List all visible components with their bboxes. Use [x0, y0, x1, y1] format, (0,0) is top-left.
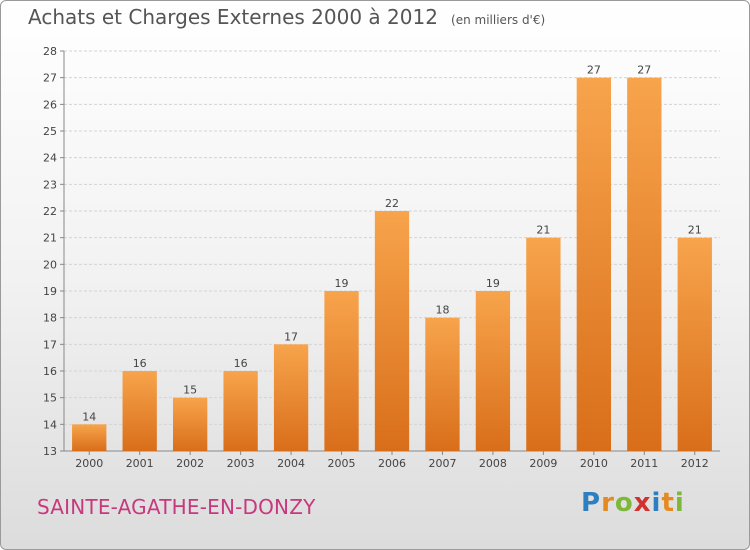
data-label: 15 — [183, 384, 197, 397]
x-tick-label: 2006 — [378, 457, 406, 470]
y-tick-label: 22 — [43, 205, 57, 218]
chart-subtitle: (en milliers d'€) — [451, 13, 546, 27]
x-tick-label: 2008 — [479, 457, 507, 470]
x-tick-label: 2001 — [126, 457, 154, 470]
bar — [526, 237, 561, 451]
commune-name: SAINTE-AGATHE-EN-DONZY — [37, 495, 316, 519]
data-label: 27 — [637, 64, 651, 77]
x-tick-label: 2010 — [580, 457, 608, 470]
bar — [223, 371, 258, 451]
y-tick-label: 13 — [43, 445, 57, 458]
logo-letter: t — [661, 488, 675, 518]
data-label: 16 — [234, 357, 248, 370]
bar — [475, 291, 511, 451]
bar — [374, 211, 410, 451]
x-tick-label: 2009 — [529, 457, 557, 470]
y-tick-label: 23 — [43, 178, 57, 191]
logo-letter: x — [633, 488, 652, 518]
data-label: 21 — [536, 224, 550, 237]
x-tick-label: 2002 — [176, 457, 204, 470]
y-tick-label: 17 — [43, 338, 57, 351]
data-label: 19 — [486, 277, 500, 290]
data-label: 14 — [82, 410, 96, 423]
bar — [122, 371, 157, 451]
chart-title-block: Achats et Charges Externes 2000 à 2012 (… — [28, 5, 545, 29]
x-tick-label: 2003 — [227, 457, 255, 470]
bar — [172, 397, 208, 451]
y-tick-label: 20 — [43, 258, 57, 271]
data-label: 22 — [385, 197, 399, 210]
y-tick-label: 28 — [43, 45, 57, 58]
bar — [425, 317, 460, 451]
y-tick-label: 16 — [43, 365, 57, 378]
y-tick-label: 14 — [43, 418, 57, 431]
data-label: 27 — [587, 64, 601, 77]
data-label: 19 — [335, 277, 349, 290]
y-tick-label: 27 — [43, 72, 57, 85]
logo-letter: o — [614, 488, 634, 518]
x-tick-label: 2007 — [428, 457, 456, 470]
logo-letter: r — [601, 488, 615, 518]
x-tick-label: 2012 — [681, 457, 709, 470]
data-label: 16 — [133, 357, 147, 370]
bar — [324, 291, 359, 451]
bar — [576, 77, 612, 452]
proxiti-logo: Proxiti — [581, 488, 685, 518]
data-label: 21 — [688, 224, 702, 237]
y-tick-label: 21 — [43, 232, 57, 245]
bar — [677, 237, 712, 451]
y-tick-label: 26 — [43, 98, 57, 111]
y-tick-label: 15 — [43, 392, 57, 405]
data-label: 18 — [435, 304, 449, 317]
y-tick-label: 18 — [43, 312, 57, 325]
bar — [627, 77, 662, 452]
y-tick-label: 25 — [43, 125, 57, 138]
y-tick-label: 19 — [43, 285, 57, 298]
bars — [72, 77, 712, 452]
x-tick-label: 2011 — [630, 457, 658, 470]
labels: 13 14 15 16 17 18 19 20 21 22 23 24 25 26 27 28 2000 14 20… — [43, 45, 709, 470]
x-tick-label: 2004 — [277, 457, 305, 470]
bar — [72, 424, 107, 451]
bar — [273, 344, 309, 451]
logo-letter: i — [674, 488, 685, 518]
y-tick-label: 24 — [43, 152, 57, 165]
chart-title: Achats et Charges Externes 2000 à 2012 — [28, 5, 438, 29]
x-tick-label: 2000 — [75, 457, 103, 470]
logo-letter: P — [581, 488, 602, 518]
data-label: 17 — [284, 330, 298, 343]
logo-letter: i — [651, 488, 662, 518]
x-tick-label: 2005 — [328, 457, 356, 470]
